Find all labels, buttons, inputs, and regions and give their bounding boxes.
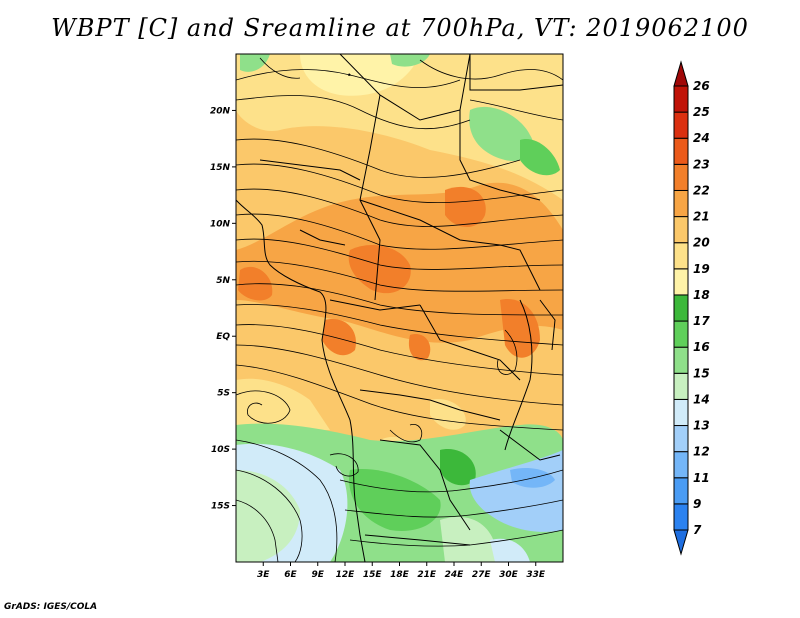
lon-tick-label: 9E [312,570,325,580]
colorbar-swatch [673,268,689,296]
colorbar-level-label: 9 [693,497,701,511]
wbpt-shaded-field [236,54,563,562]
lat-tick-label: 10S [211,445,230,455]
lon-tick-label: 6E [284,570,297,580]
colorbar-level-label: 16 [693,340,710,354]
colorbar: 7 9 11 12 13 14 15 16 17 18 19 20 21 22 23 24 25 26 [673,60,710,556]
colorbar-level-label: 17 [693,314,710,328]
grads-credit: GrADS: IGES/COLA [4,602,98,612]
colorbar-swatch [673,477,689,505]
colorbar-level-label: 22 [693,183,710,197]
colorbar-upper-extension [673,60,689,87]
lat-tick-label: EQ [216,332,230,342]
colorbar-swatch [673,425,689,453]
colorbar-level-label: 20 [693,236,710,250]
colorbar-level-label: 14 [693,392,710,406]
lon-tick-label: 12E [336,570,356,580]
colorbar-swatch [673,346,689,374]
colorbar-level-label: 23 [693,157,710,171]
colorbar-level-label: 18 [693,288,710,302]
colorbar-swatch [673,216,689,244]
colorbar-swatch [673,111,689,139]
colorbar-swatch [673,398,689,427]
colorbar-level-label: 11 [693,471,710,485]
colorbar-swatch [673,503,689,531]
lon-tick-label: 33E [526,570,546,580]
lon-tick-label: 24E [445,570,465,580]
colorbar-swatch [673,163,689,191]
colorbar-swatch [673,85,689,113]
colorbar-level-label: 12 [693,445,710,459]
colorbar-swatch [673,189,689,218]
colorbar-level-label: 15 [693,366,710,380]
lon-tick-label: 15E [363,570,383,580]
lat-tick-label: 15S [211,502,230,512]
colorbar-level-label: 24 [693,131,710,145]
colorbar-level-label: 21 [693,210,710,224]
lat-tick-label: 20N [210,106,231,116]
colorbar-swatch [673,320,689,348]
lat-tick-label: 5N [216,276,230,286]
lat-tick-label: 15N [210,163,231,173]
lat-tick-label: 5S [217,389,230,399]
colorbar-swatch [673,451,689,479]
colorbar-swatch [673,372,689,400]
lon-tick-label: 21E [417,570,437,580]
colorbar-level-label: 26 [693,79,710,93]
colorbar-swatch [673,137,689,165]
lat-tick-label: 10N [210,219,231,229]
lon-tick-label: 18E [390,570,410,580]
colorbar-level-label: 19 [693,262,710,276]
lon-tick-label: 3E [257,570,270,580]
colorbar-level-label: 13 [693,419,710,433]
colorbar-level-label: 25 [693,105,710,119]
colorbar-level-label: 7 [693,523,702,537]
lon-tick-label: 27E [472,570,492,580]
colorbar-lower-extension [673,529,689,556]
lon-tick-label: 30E [499,570,519,580]
colorbar-swatch [673,294,689,322]
streamlines [236,57,563,562]
country-borders [236,54,563,562]
latitude-axis: 20N 15N 10N 5N EQ 5S 10S 15S [210,106,236,512]
colorbar-swatch [673,242,689,270]
longitude-axis: 3E 6E 9E 12E 15E 18E 21E 24E 27E 30E 33E [257,562,546,580]
map-title: WBPT [C] and Sreamline at 700hPa, VT: 20… [51,14,749,42]
